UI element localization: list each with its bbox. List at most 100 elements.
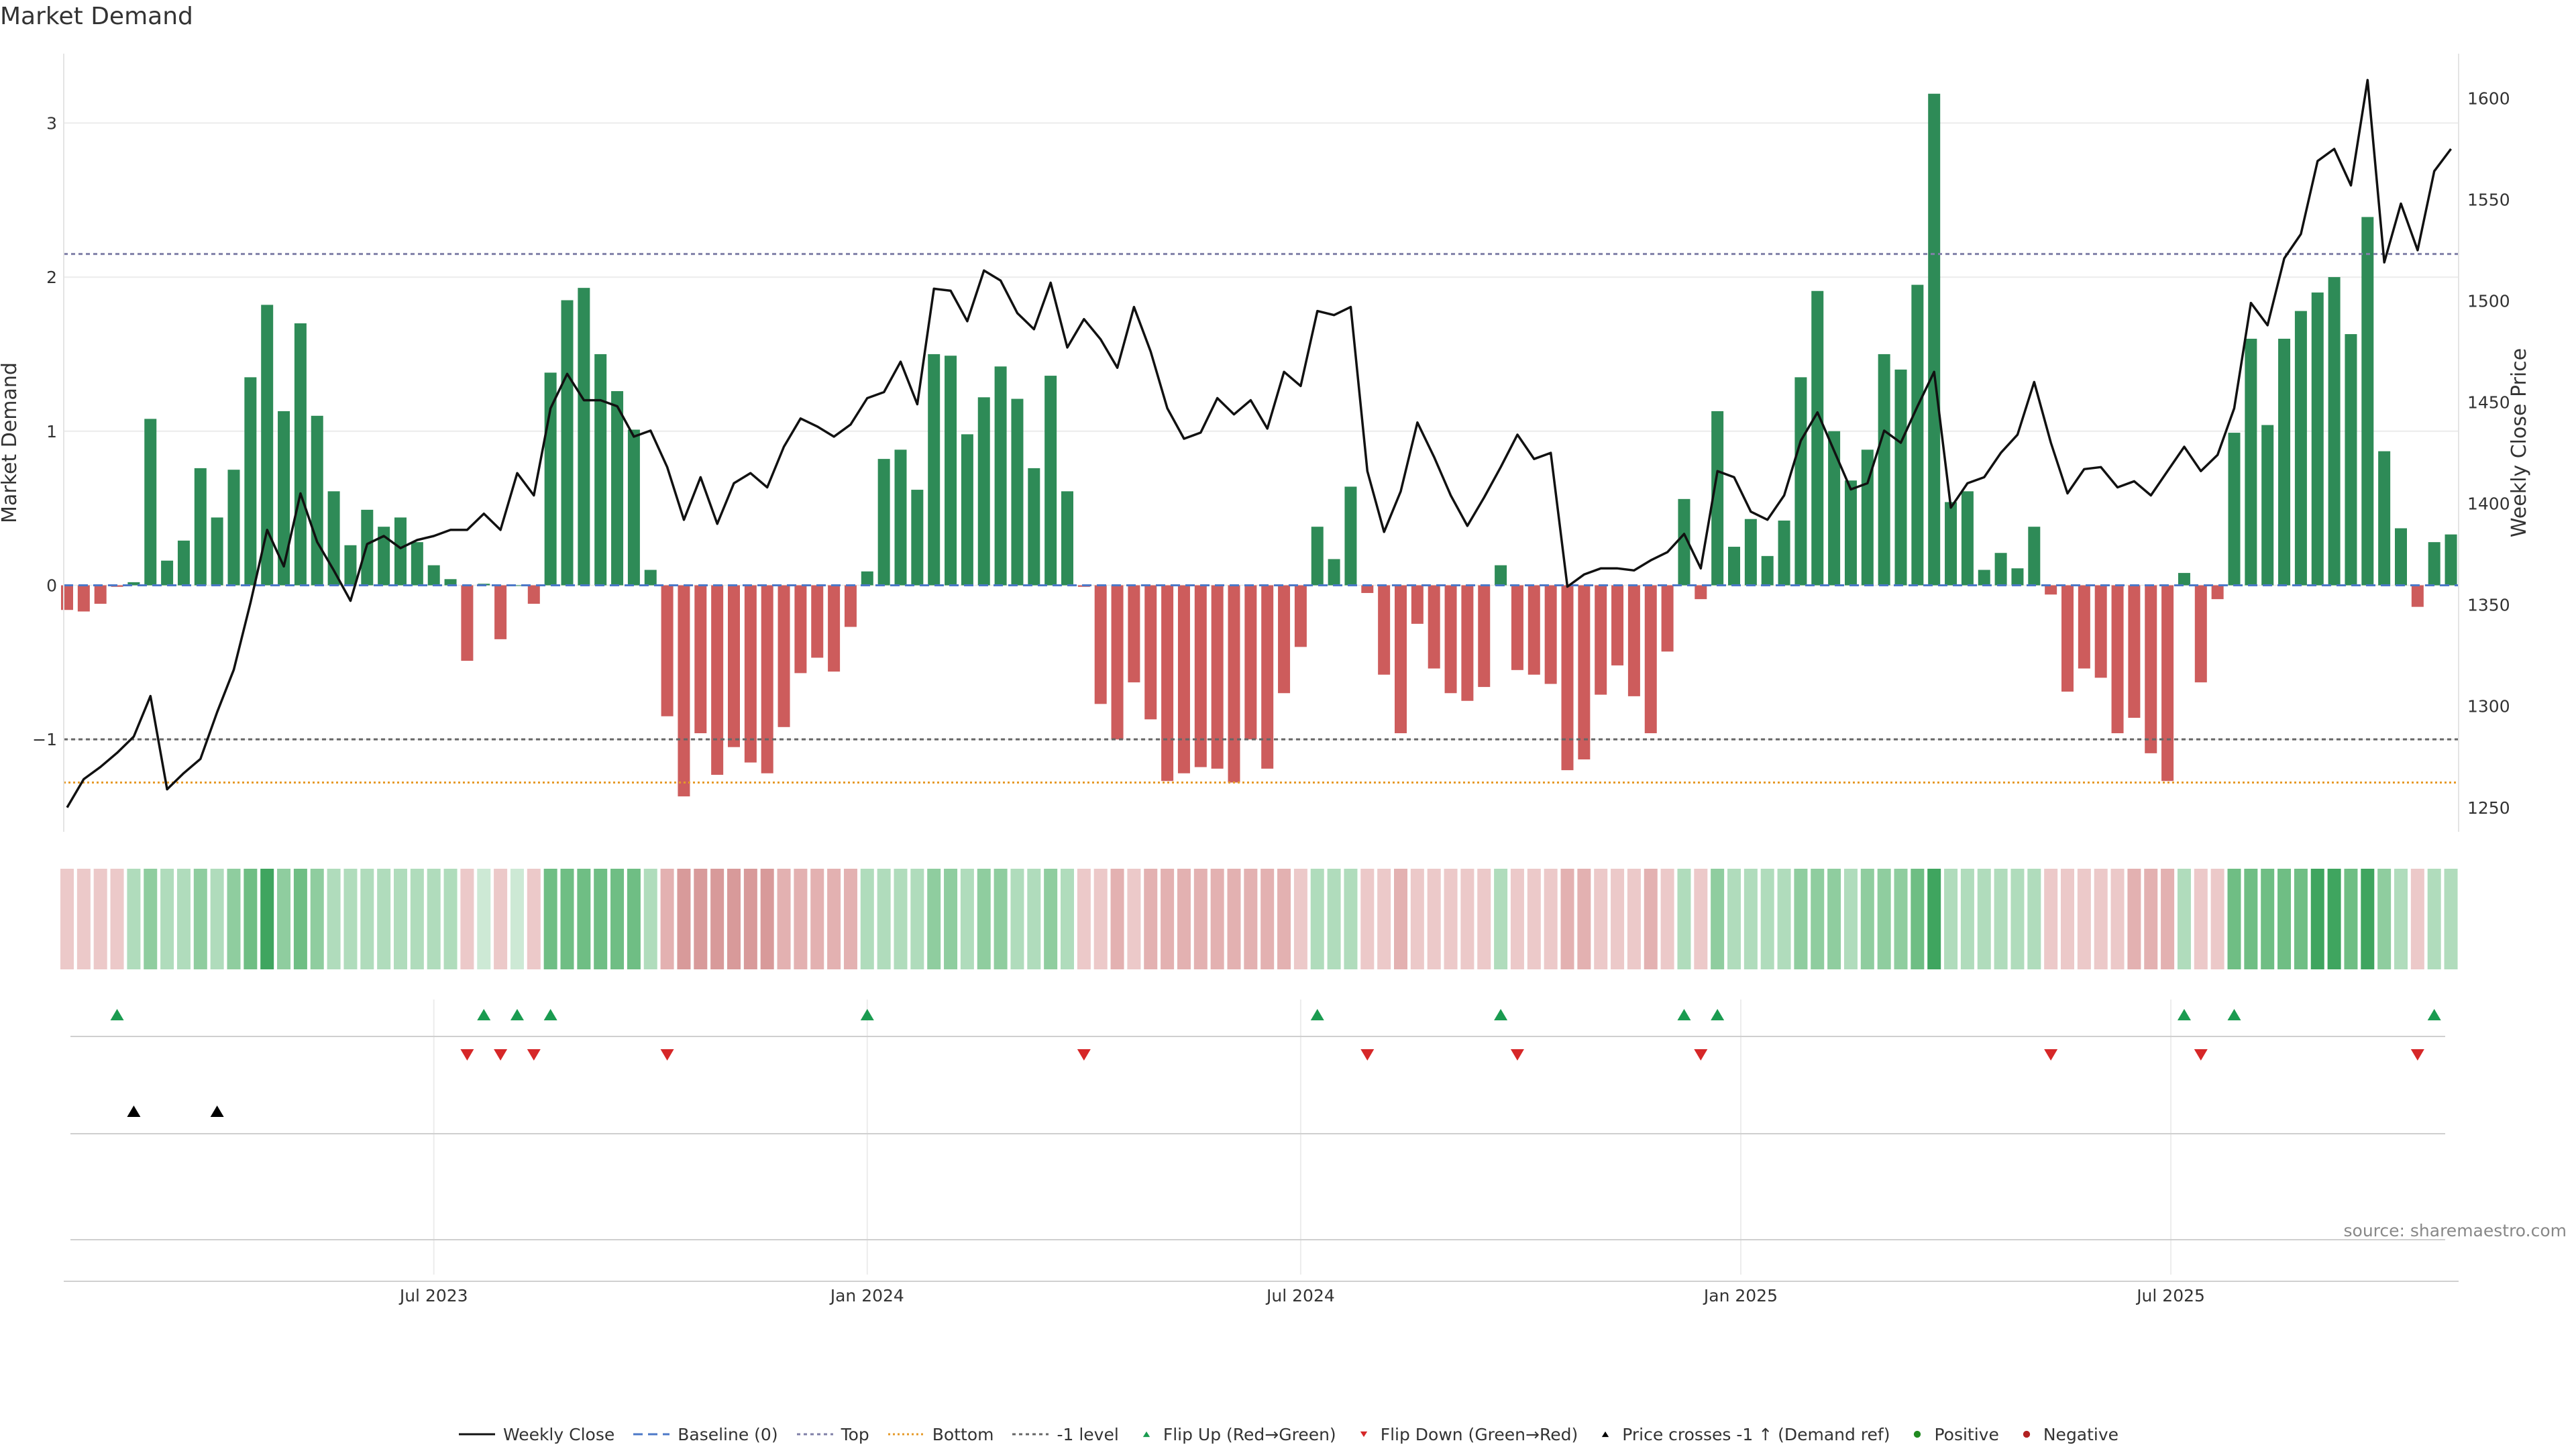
heat-cell [1727,869,1741,969]
heat-cell [2294,869,2308,969]
demand-bar [794,585,807,674]
demand-bar [2395,528,2407,586]
flip-down-marker [460,1049,474,1061]
demand-bar [2261,425,2274,586]
heat-cell [2310,869,2324,969]
demand-bar [1878,354,1890,586]
demand-bar [327,491,340,586]
price-cross-marker [210,1106,224,1117]
triangle-up-icon [1142,1431,1150,1438]
heat-cell [1594,869,1608,969]
demand-bar [1695,585,1707,600]
heat-cell [93,869,107,969]
demand-bar [561,300,574,586]
heat-cell [1694,869,1708,969]
heat-cell [1227,869,1241,969]
x-tick-label: Jul 2025 [2135,1286,2205,1305]
heat-cell [710,869,724,969]
demand-bar [844,585,857,627]
heat-cell [743,869,757,969]
demand-bar [2445,534,2457,586]
flip-down-marker [2410,1049,2424,1061]
heat-cell [1494,869,1508,969]
heat-cell [827,869,841,969]
y-tick-label-right: 1600 [2467,89,2510,108]
demand-bar [1111,585,1124,740]
flip-up-marker [2427,1009,2441,1020]
y-axis-left-label: Market Demand [0,362,21,523]
demand-bar [2328,277,2341,586]
demand-bar [1361,585,1374,593]
legend-label: Flip Down (Green→Red) [1380,1424,1578,1444]
demand-bar [1478,585,1491,688]
grid-layer [64,122,2459,1275]
heat-cell [1977,869,1991,969]
heat-cell [1677,869,1691,969]
demand-bar [278,411,290,586]
heat-cell [2161,869,2175,969]
demand-bar [1994,553,2007,586]
y-tick-label-right: 1450 [2467,393,2510,413]
demand-bar [444,579,457,586]
heat-strip-layer [60,869,2458,969]
heat-cell [977,869,991,969]
heat-cell [610,869,625,969]
heat-cell [1894,869,1908,969]
heat-cell [2094,869,2108,969]
heat-cell [1994,869,2008,969]
demand-bar [1561,585,1574,771]
demand-bar [627,429,640,586]
heat-cell [1460,869,1474,969]
heat-cell [394,869,407,969]
heat-cell [2361,869,2375,969]
demand-bar [1211,585,1224,769]
demand-bar [1344,486,1357,586]
signal-markers-layer [70,1009,2445,1240]
demand-bar [294,323,307,586]
flip-down-marker [660,1049,674,1061]
demand-bar [1461,585,1474,701]
heat-cell [1927,869,1941,969]
demand-bars-layer [61,93,2457,797]
demand-bar [1761,555,1774,586]
heat-cell [1510,869,1524,969]
demand-bar [1661,585,1674,652]
level-lines-layer [64,253,2459,784]
demand-bar [711,585,724,775]
heat-cell [494,869,508,969]
heat-cell [1377,869,1391,969]
demand-bar [928,354,941,586]
demand-bar [1578,585,1591,760]
demand-bar [2011,568,2024,586]
demand-bar [1644,585,1657,733]
heat-cell [260,869,274,969]
heat-cell [994,869,1008,969]
heat-cell [1093,869,1108,969]
heat-cell [1027,869,1041,969]
heat-cell [643,869,657,969]
demand-bar [1144,585,1157,720]
demand-bar [2094,585,2107,678]
heat-cell [76,869,91,969]
heat-cell [2344,869,2358,969]
flip-down-marker [2044,1049,2058,1061]
heat-cell [2227,869,2241,969]
demand-bar [1495,565,1507,586]
heat-cell [1794,869,1808,969]
demand-bar [977,397,990,586]
heat-cell [1394,869,1407,969]
legend-negative: Negative [2017,1425,2118,1444]
demand-bar [2228,433,2241,586]
demand-bar [1527,585,1540,675]
heat-cell [427,869,441,969]
price-cross-marker [127,1106,141,1117]
heat-cell [860,869,874,969]
demand-bar [1844,480,1857,586]
demand-bar [1678,498,1690,586]
y-tick-label-right: 1500 [2467,292,2510,311]
y-tick-label-right: 1350 [2467,596,2510,615]
demand-bar [1428,585,1440,669]
demand-bar [2245,338,2257,586]
heat-cell [2377,869,2392,969]
